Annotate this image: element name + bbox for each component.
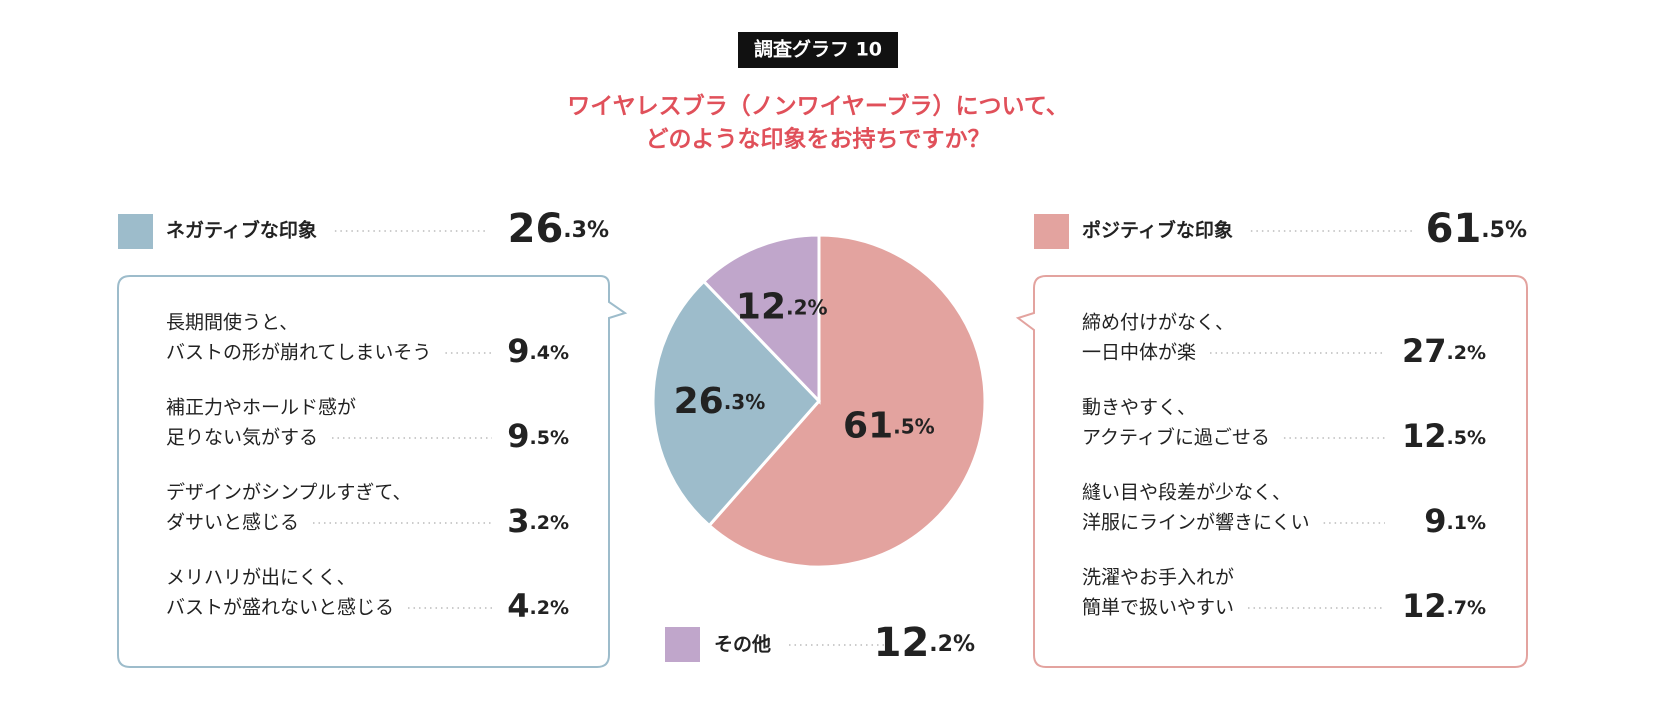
value-part: .4% [530, 342, 569, 364]
item-value: 3.2% [507, 502, 569, 540]
badge-bg [738, 32, 898, 68]
item-value: 27.2% [1402, 332, 1486, 370]
value-part: 4 [507, 587, 529, 625]
value-part: 26 [508, 206, 564, 252]
legend-swatch [665, 627, 700, 662]
item-label: 縫い目や段差が少なく、 [1082, 482, 1291, 504]
value-part: .2% [530, 512, 569, 534]
item-label: ダサいと感じる [166, 512, 299, 534]
legend-value: 26.3% [508, 206, 609, 252]
item-label: 洗濯やお手入れが [1082, 567, 1234, 589]
item-label: 足りない気がする [166, 427, 318, 449]
value-part: 12 [874, 620, 930, 666]
legend-label: ネガティブな印象 [166, 219, 317, 242]
value-part: 61 [1426, 206, 1482, 252]
item-label: 補正力やホールド感が [166, 397, 356, 419]
item-label: 締め付けがなく、 [1082, 312, 1234, 334]
value-part: .1% [1447, 512, 1486, 534]
item-label: バストの形が崩れてしまいそう [166, 342, 431, 364]
value-part: .5% [530, 427, 569, 449]
item-value: 4.2% [507, 587, 569, 625]
value-part: 3 [507, 502, 529, 540]
pie-slice [701, 233, 821, 405]
item-label: アクティブに過ごせる [1082, 426, 1270, 449]
legend-swatch [118, 214, 153, 249]
value-part: .5% [893, 414, 935, 438]
value-part: .7% [1447, 597, 1486, 619]
item-value: 12.5% [1402, 417, 1486, 455]
value-part: .2% [786, 295, 828, 319]
value-part: .5% [1447, 427, 1486, 449]
item-label: バストが盛れないと感じる [166, 597, 394, 619]
value-part: 27 [1402, 332, 1447, 370]
value-part: .2% [1447, 342, 1486, 364]
value-part: .2% [530, 597, 569, 619]
item-label: メリハリが出にくく、 [166, 567, 356, 589]
legend-label: ポジティブな印象 [1082, 219, 1233, 242]
value-part: 26 [674, 381, 724, 422]
value-part: .3% [563, 218, 609, 243]
slice-label: 26.3% [674, 381, 766, 422]
slice-label: 61.5% [843, 405, 935, 446]
slice-label: 12.2% [736, 287, 828, 328]
value-part: .3% [724, 390, 766, 414]
value-part: 9 [507, 417, 529, 455]
pie-slice [651, 279, 822, 528]
item-label: 動きやすく、 [1082, 397, 1196, 419]
item-label: 一日中体が楽 [1082, 342, 1196, 364]
item-value: 9.1% [1424, 502, 1486, 540]
item-value: 12.7% [1402, 587, 1486, 625]
item-value: 9.5% [507, 417, 569, 455]
item-value: 9.4% [507, 332, 569, 370]
value-part: 12 [1402, 587, 1447, 625]
value-part: 12 [1402, 417, 1447, 455]
value-part: 9 [507, 332, 529, 370]
value-part: 12 [736, 287, 786, 328]
legend-label: その他 [714, 633, 771, 656]
item-label: デザインがシンプルすぎて、 [166, 482, 411, 504]
value-part: .2% [929, 632, 975, 657]
value-part: 61 [843, 405, 893, 446]
chart-title: ワイヤレスブラ（ノンワイヤーブラ）について、 [567, 93, 1068, 120]
legend-value: 12.2% [874, 620, 975, 666]
pie-slice [707, 233, 987, 569]
legend-value: 61.5% [1426, 206, 1527, 252]
item-label: 洋服にラインが響きにくい [1082, 512, 1310, 534]
item-label: 長期間使うと、 [166, 312, 298, 334]
badge: 調査グラフ 10 [754, 38, 882, 61]
positive-box [1015, 275, 1528, 668]
negative-box [117, 275, 628, 668]
chart-title: どのような印象をお持ちですか？ [646, 126, 991, 153]
value-part: 9 [1424, 502, 1446, 540]
item-label: 簡単で扱いやすい [1082, 597, 1234, 619]
value-part: .5% [1481, 218, 1527, 243]
legend-swatch [1034, 214, 1069, 249]
